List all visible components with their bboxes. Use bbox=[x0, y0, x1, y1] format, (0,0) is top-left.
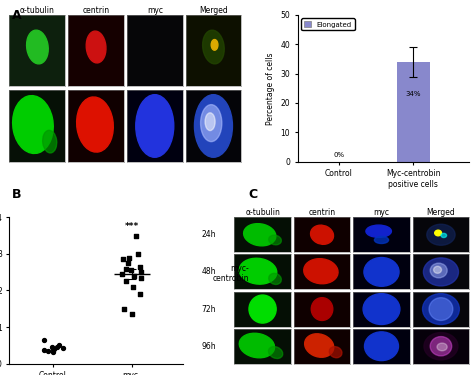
Ellipse shape bbox=[269, 235, 282, 245]
Point bbox=[129, 284, 137, 290]
Point bbox=[59, 345, 66, 351]
Point bbox=[122, 266, 130, 272]
Bar bbox=[397, 62, 430, 162]
Point bbox=[45, 348, 52, 354]
Text: 34%: 34% bbox=[406, 91, 421, 97]
Point bbox=[49, 349, 57, 355]
Ellipse shape bbox=[310, 225, 334, 245]
Point bbox=[137, 264, 144, 270]
Point bbox=[120, 306, 128, 312]
Point bbox=[128, 311, 136, 317]
Ellipse shape bbox=[13, 96, 53, 153]
Point bbox=[130, 273, 138, 279]
Title: centrin: centrin bbox=[82, 6, 109, 15]
Text: 0%: 0% bbox=[333, 152, 345, 158]
Point bbox=[118, 271, 126, 277]
Title: myc: myc bbox=[374, 208, 390, 217]
Ellipse shape bbox=[364, 258, 399, 286]
Ellipse shape bbox=[430, 337, 452, 356]
Ellipse shape bbox=[239, 258, 277, 284]
Point bbox=[124, 260, 131, 266]
Point bbox=[50, 346, 57, 352]
Legend: Elongated: Elongated bbox=[301, 18, 355, 30]
Text: B: B bbox=[12, 188, 21, 201]
Ellipse shape bbox=[136, 94, 174, 157]
Ellipse shape bbox=[304, 259, 338, 284]
Ellipse shape bbox=[194, 94, 232, 157]
Point bbox=[40, 347, 48, 353]
Point bbox=[137, 291, 144, 297]
Point bbox=[49, 346, 57, 352]
Ellipse shape bbox=[202, 30, 224, 64]
Ellipse shape bbox=[427, 224, 455, 245]
Ellipse shape bbox=[311, 298, 333, 321]
Ellipse shape bbox=[249, 295, 276, 323]
Ellipse shape bbox=[429, 298, 453, 321]
Title: Merged: Merged bbox=[427, 208, 456, 217]
Point bbox=[55, 342, 63, 348]
Ellipse shape bbox=[374, 237, 389, 243]
Title: α-tubulin: α-tubulin bbox=[20, 6, 55, 15]
Text: A: A bbox=[12, 9, 21, 22]
Point bbox=[48, 344, 55, 350]
Ellipse shape bbox=[43, 130, 57, 153]
Ellipse shape bbox=[365, 332, 399, 361]
Point bbox=[54, 344, 61, 350]
Ellipse shape bbox=[366, 225, 392, 237]
Point bbox=[122, 278, 130, 284]
Ellipse shape bbox=[363, 294, 400, 324]
Ellipse shape bbox=[441, 233, 447, 237]
Ellipse shape bbox=[424, 333, 458, 360]
Point bbox=[137, 274, 145, 280]
Ellipse shape bbox=[27, 30, 48, 64]
Text: ***: *** bbox=[125, 222, 139, 231]
Title: centrin: centrin bbox=[309, 208, 336, 217]
Text: 24h: 24h bbox=[201, 230, 216, 239]
Point bbox=[134, 251, 142, 257]
Ellipse shape bbox=[211, 39, 218, 50]
Title: Merged: Merged bbox=[199, 6, 228, 15]
Ellipse shape bbox=[77, 97, 113, 152]
Text: 48h: 48h bbox=[201, 267, 216, 276]
Y-axis label: Percentage of cells: Percentage of cells bbox=[266, 52, 275, 124]
Point bbox=[126, 255, 133, 261]
Ellipse shape bbox=[422, 294, 459, 324]
Ellipse shape bbox=[201, 105, 222, 142]
Ellipse shape bbox=[269, 273, 282, 285]
Title: myc: myc bbox=[147, 6, 163, 15]
Point bbox=[119, 256, 127, 262]
Text: 96h: 96h bbox=[201, 342, 216, 351]
Point bbox=[40, 337, 48, 343]
Text: myc-
centrobin: myc- centrobin bbox=[212, 264, 249, 284]
Text: 72h: 72h bbox=[201, 304, 216, 313]
Ellipse shape bbox=[205, 113, 215, 130]
Ellipse shape bbox=[423, 258, 458, 286]
Point bbox=[137, 269, 145, 275]
Ellipse shape bbox=[86, 31, 106, 63]
Text: C: C bbox=[249, 188, 258, 201]
Title: α-tubulin: α-tubulin bbox=[245, 208, 280, 217]
Ellipse shape bbox=[430, 263, 447, 278]
Ellipse shape bbox=[434, 266, 441, 273]
Point bbox=[127, 267, 135, 273]
Point bbox=[132, 232, 139, 238]
Ellipse shape bbox=[329, 346, 342, 358]
Ellipse shape bbox=[437, 343, 447, 351]
Ellipse shape bbox=[435, 230, 441, 236]
Ellipse shape bbox=[239, 333, 274, 358]
Ellipse shape bbox=[244, 224, 276, 246]
Ellipse shape bbox=[305, 334, 334, 357]
Ellipse shape bbox=[268, 346, 283, 358]
